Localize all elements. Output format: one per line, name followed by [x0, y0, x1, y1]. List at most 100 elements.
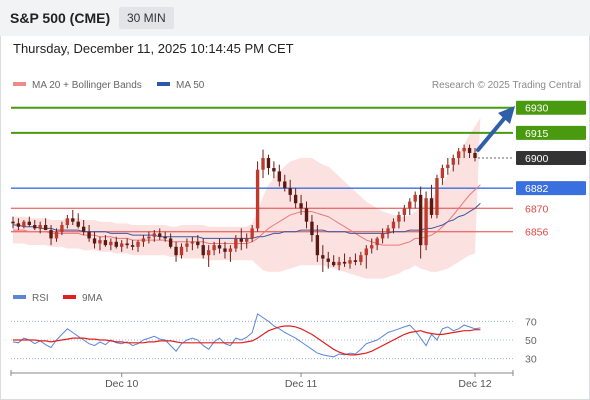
candle: [239, 228, 243, 251]
candle: [391, 218, 396, 234]
price-tag-text-6930: 6930: [525, 103, 549, 115]
rsi-tick-50: 50: [525, 335, 537, 347]
candle: [473, 147, 477, 162]
candle: [125, 238, 129, 249]
candle-body: [212, 245, 216, 251]
price-tag-6915: [516, 125, 586, 140]
candle: [11, 216, 15, 229]
candle-body: [38, 225, 42, 229]
candle: [283, 174, 287, 192]
candle: [375, 236, 379, 251]
candle: [168, 233, 173, 249]
candle-body: [413, 194, 417, 202]
candle: [386, 225, 390, 239]
price-label-6870: 6870: [525, 203, 549, 215]
candle-body: [315, 235, 320, 256]
candle-body: [397, 214, 401, 222]
candle: [277, 164, 282, 187]
candle-body: [353, 260, 358, 262]
legend-9ma-swatch: [63, 295, 76, 300]
candle-body: [179, 246, 184, 256]
candle-body: [402, 208, 407, 215]
x-tick-label: Dec 10: [105, 378, 138, 390]
candle-body: [342, 261, 347, 264]
candle-body: [304, 208, 309, 222]
candle: [43, 218, 48, 231]
candle-body: [364, 248, 368, 256]
candle: [114, 236, 118, 249]
candle: [179, 243, 184, 259]
candle: [321, 245, 325, 272]
candle: [250, 225, 254, 242]
candle: [364, 245, 368, 269]
candle-body: [22, 221, 26, 227]
candle-body: [114, 241, 118, 247]
candle-body: [239, 238, 243, 242]
candle-body: [141, 238, 146, 242]
candle-body: [206, 250, 211, 256]
candle: [92, 231, 97, 249]
candle-body: [92, 238, 97, 244]
candle-body: [359, 255, 363, 262]
candle: [196, 235, 200, 249]
candle-body: [467, 147, 472, 153]
price-tag-6930: [516, 100, 586, 115]
candle-body: [245, 238, 249, 242]
candle-body: [337, 261, 341, 266]
rsi-ma9-line: [13, 325, 481, 356]
candle: [120, 240, 124, 252]
candle-body: [299, 203, 303, 209]
candle: [33, 220, 37, 231]
candle-body: [147, 236, 151, 239]
candle-body: [391, 221, 396, 229]
candle-body: [98, 240, 102, 244]
candle: [348, 256, 352, 269]
bollinger-band: [13, 117, 481, 279]
candle-body: [163, 236, 167, 239]
candle-body: [16, 223, 21, 227]
timeframe-button[interactable]: 30 MIN: [119, 7, 174, 29]
candle-body: [266, 158, 271, 169]
rsi-tick-70: 70: [525, 316, 537, 328]
candle-body: [223, 248, 227, 252]
legend-ma20-label: MA 20 + Bollinger Bands: [32, 80, 142, 91]
candle: [467, 144, 472, 158]
header-bar: S&P 500 (CME) 30 MIN: [0, 0, 590, 36]
projection-arrow-shaft: [476, 112, 510, 152]
candle: [272, 161, 276, 179]
candle-body: [152, 233, 157, 237]
candle-body: [76, 221, 80, 227]
candle-body: [185, 243, 189, 247]
candle-body: [261, 158, 265, 170]
candle: [255, 161, 260, 232]
candle: [440, 164, 445, 185]
price-tag-text-6915: 6915: [525, 128, 549, 140]
candle: [141, 235, 146, 247]
candle: [435, 174, 439, 219]
price-tag-6882: [516, 181, 586, 196]
candle: [49, 225, 53, 246]
candle-body: [196, 241, 200, 246]
candle-body: [451, 158, 455, 165]
candle: [451, 154, 455, 172]
candle: [299, 194, 303, 215]
candle: [331, 255, 336, 267]
candle: [174, 241, 178, 262]
candle: [288, 179, 292, 202]
candle-body: [326, 258, 330, 262]
candle-body: [386, 228, 390, 234]
candle-body: [54, 231, 59, 239]
candle: [304, 201, 309, 229]
candle-body: [109, 241, 113, 246]
candle-body: [49, 230, 53, 239]
candle-body: [418, 194, 423, 246]
price-tag-text-6882: 6882: [525, 183, 549, 195]
candle: [380, 228, 385, 244]
x-tick-label: Dec 12: [458, 378, 491, 390]
candle-body: [174, 246, 178, 256]
price-tag-6900: [516, 151, 586, 165]
candle-body: [130, 245, 135, 247]
instrument-title: S&P 500 (CME): [10, 10, 111, 26]
candle: [212, 241, 216, 256]
